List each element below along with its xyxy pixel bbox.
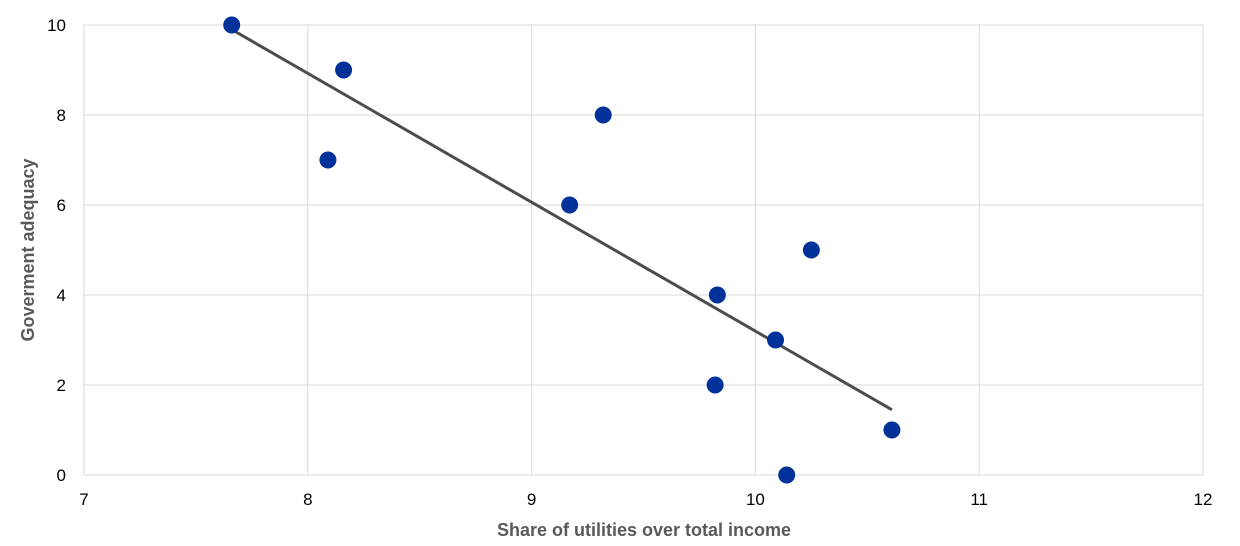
data-point — [561, 196, 579, 214]
grid-lines — [83, 24, 1204, 476]
data-point — [778, 466, 796, 484]
data-point — [767, 331, 785, 349]
x-tick-label: 8 — [303, 490, 312, 509]
y-tick-label: 4 — [57, 286, 66, 305]
y-axis-label: Goverment adequacy — [18, 158, 38, 341]
y-tick-label: 0 — [57, 466, 66, 485]
y-tick-label: 10 — [47, 16, 66, 35]
data-point — [708, 286, 726, 304]
data-point — [335, 61, 353, 79]
y-tick-label: 2 — [57, 376, 66, 395]
trendline — [230, 28, 893, 412]
data-point — [594, 106, 612, 124]
x-tick-label: 11 — [970, 490, 988, 509]
data-point — [802, 241, 820, 259]
data-point — [883, 421, 901, 439]
x-tick-label: 12 — [1194, 490, 1213, 509]
data-point — [706, 376, 724, 394]
data-point — [223, 16, 241, 34]
trendline-layer — [230, 28, 893, 412]
x-axis-label: Share of utilities over total income — [497, 520, 791, 540]
y-tick-label: 8 — [57, 106, 66, 125]
data-point — [319, 151, 337, 169]
y-tick-label: 6 — [57, 196, 66, 215]
y-tick-labels: 0 2 4 6 8 10 — [47, 16, 66, 485]
x-tick-label: 10 — [746, 490, 765, 509]
data-points — [223, 16, 901, 484]
x-tick-label: 7 — [79, 490, 88, 509]
x-tick-label: 9 — [527, 490, 536, 509]
x-tick-labels: 7 8 9 10 11 12 — [79, 490, 1212, 509]
